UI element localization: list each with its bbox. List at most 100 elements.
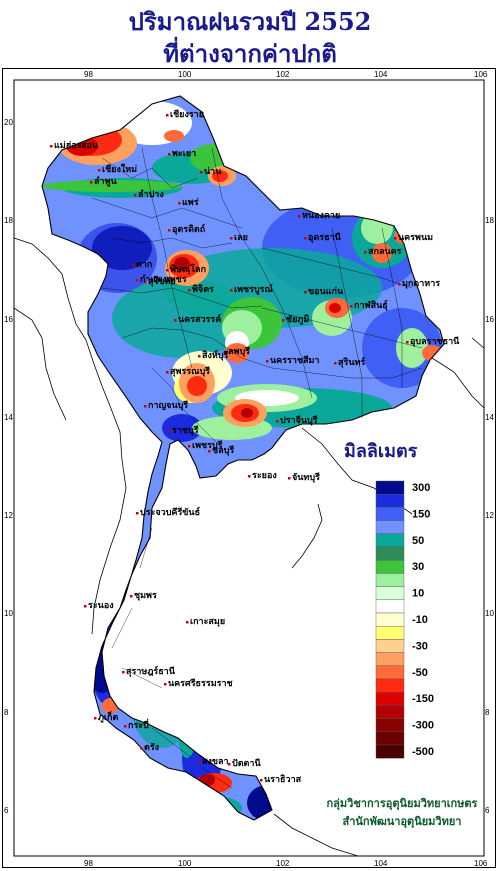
legend-swatch [375,626,405,640]
province-marker [94,717,97,720]
lon-tick: 106 [474,859,488,868]
province-label: สงขลา [202,757,229,767]
province-marker [266,360,269,363]
province-label: ประจวบคีรีขันธ์ [140,506,200,518]
province-marker [260,779,263,782]
lat-tick: 18 [4,216,13,225]
legend-swatch [375,546,405,561]
legend-swatch [375,744,405,759]
lat-tick: 8 [4,708,9,717]
lat-tick: 12 [4,511,13,520]
province-marker [130,595,133,598]
province-label: แพร่ [182,197,199,208]
legend-label: -500 [412,746,434,758]
province-marker [208,450,211,453]
province-marker [98,169,101,172]
lat-tick: 10 [4,609,13,618]
legend-swatch [375,652,405,666]
map-frame: 98 100 102 104 106 98 100 102 104 106 20… [2,68,496,868]
legend-swatch [375,507,405,521]
province-marker [122,671,125,674]
province-label: พะเยา [172,149,196,159]
province-marker [168,430,171,433]
province-label: เชียงราย [170,109,204,120]
province-marker [186,621,189,624]
province-marker [276,420,279,423]
lat-tick: 12 [485,511,494,520]
province-label: สิงห์บุรี [201,349,228,361]
province-label: นครสวรรค์ [178,313,221,325]
province-label: มุกดาหาร [402,279,440,289]
credit-line2: สำนักพัฒนาอุตุนิยมวิทยา [342,815,462,828]
province-label: ปราจีนบุรี [280,415,318,426]
province-label: อุบลราชธานี [410,336,460,347]
lat-tick: 16 [485,315,494,324]
province-label: กาญจนบุรี [148,400,188,411]
province-marker [188,289,191,292]
legend-label: 50 [412,535,424,547]
province-marker [164,683,167,686]
province-marker [144,405,147,408]
province-label: จันทบุรี [292,472,320,483]
province-label: ระยอง [252,471,277,481]
legend-swatch [375,731,405,746]
legend-swatch [375,665,405,680]
province-label: พิจิตร [192,284,214,295]
lon-tick: 104 [374,70,388,79]
map-title-line2: ที่ต่างจากค่าปกติ [163,39,337,68]
province-label: เลย [234,233,248,243]
province-marker [178,202,181,205]
legend-swatch [375,560,405,574]
lon-ticks-top: 98 100 102 104 106 [84,70,488,79]
province-marker [124,725,127,728]
legend-label: 300 [412,482,430,494]
province-marker [168,153,171,156]
lon-tick: 104 [374,859,388,868]
legend-label: -300 [412,720,434,732]
province-marker [334,362,337,365]
province-marker [228,763,231,766]
province-label: สกลนคร [368,247,402,257]
province-label: นราธิวาส [264,774,302,785]
lat-tick: 16 [4,315,13,324]
province-marker [168,229,171,232]
province-marker [364,251,367,254]
province-label: อุดรธานี [308,232,342,243]
legend-label: 30 [412,561,424,573]
province-marker [406,341,409,344]
province-label: สุโขทัย [148,275,176,287]
legend-swatch [375,533,405,548]
province-marker [84,605,87,608]
province-borders [91,147,423,789]
province-label: ตาก [136,260,152,270]
province-label: พิษณุโลก [170,263,206,275]
province-marker [198,355,201,358]
legend-swatch [375,692,405,706]
province-marker [136,512,139,515]
province-marker [304,237,307,240]
province-label: เพชรบูรณ์ [234,283,273,295]
legend-label: 10 [412,588,424,600]
province-marker [350,305,353,308]
province-label: นครศรีธรรมราช [168,678,233,689]
province-label: สุรินทร์ [338,356,365,368]
province-marker [136,279,139,282]
province-marker [144,281,147,284]
province-label: ระนอง [88,601,114,611]
province-marker [398,283,401,286]
legend-swatch [375,612,405,627]
province-label: ชุมพร [134,591,157,601]
province-label: เกาะสมุย [190,617,225,627]
legend-swatch [375,599,405,614]
legend-label: -10 [412,614,428,626]
lat-tick: 14 [4,413,13,422]
province-label: หนองคาย [302,211,340,221]
province-label: น่าน [204,166,222,177]
province-label: นครพนม [398,233,433,243]
legend-swatch [375,639,405,653]
map-title-line1: ปริมาณฝนรวมปี 2552 [128,7,372,36]
province-marker [166,371,169,374]
lat-tick: 6 [485,806,490,815]
legend-label: -50 [412,667,428,679]
legend-swatch [375,494,405,508]
